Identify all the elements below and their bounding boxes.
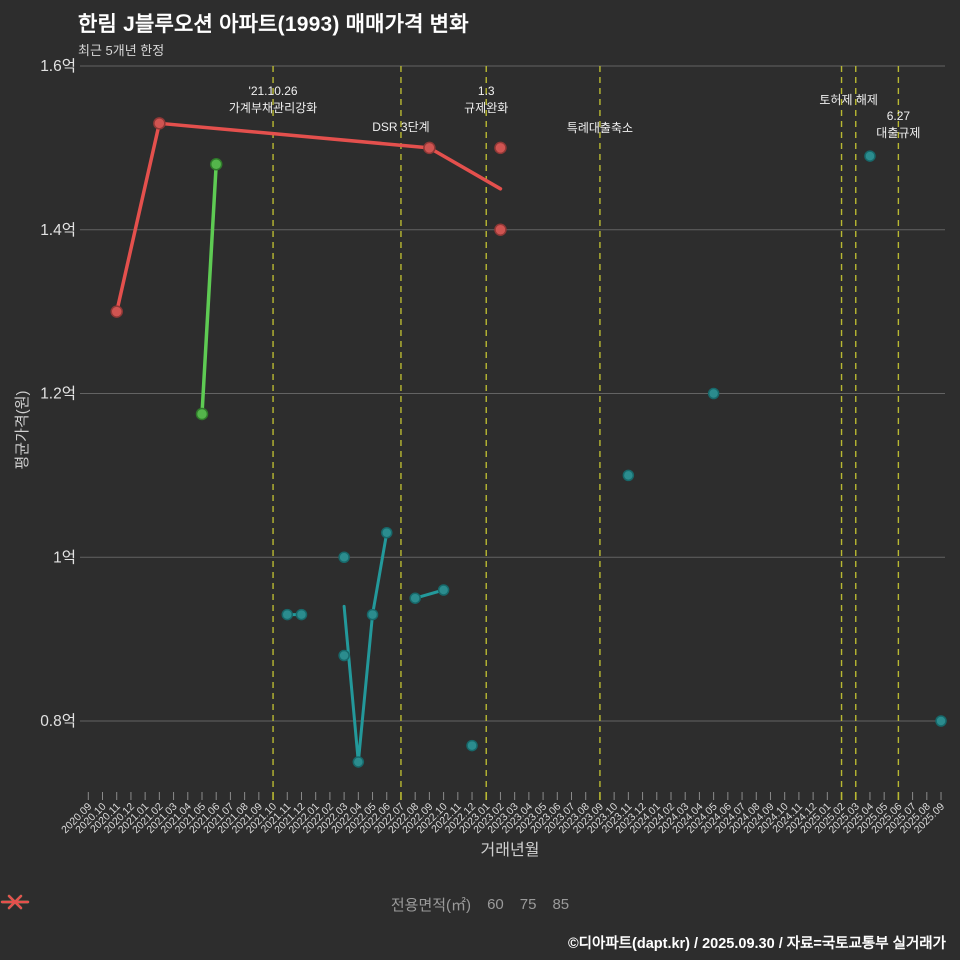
legend-entry-label: 75 xyxy=(519,896,537,913)
y-tick-label: 0.8억 xyxy=(40,712,76,730)
legend-entry-60: 60 xyxy=(0,894,504,913)
source-credit: ©디아파트(dapt.kr) / 2025.09.30 / 자료=국토교통부 실… xyxy=(567,936,946,952)
data-point-85 xyxy=(494,223,507,236)
data-point-60 xyxy=(409,592,421,604)
data-point-60 xyxy=(381,526,393,539)
event-annotation: DSR 3단계 xyxy=(372,120,429,134)
data-point-60 xyxy=(466,739,478,752)
data-point-60 xyxy=(366,608,379,621)
data-point-60 xyxy=(622,469,635,482)
legend-entry-85: 85 xyxy=(0,894,570,913)
legend-title: 전용면적(㎡) xyxy=(390,897,472,914)
legend: 전용면적(㎡) 60 75 85 xyxy=(0,894,960,915)
legend-entry-label: 60 xyxy=(487,896,504,913)
data-point-60 xyxy=(338,649,350,662)
event-annotation: 토허제 해제 xyxy=(819,93,878,107)
series-line-85 xyxy=(114,121,503,314)
page-title: 한림 J블루오션 아파트(1993) 매매가격 변화 xyxy=(78,13,469,36)
data-point-60 xyxy=(864,150,876,162)
y-tick-label: 1.2억 xyxy=(40,385,76,403)
series-line-75 xyxy=(200,162,218,416)
data-point-75 xyxy=(209,158,223,171)
legend-marker-stroke xyxy=(7,894,23,910)
data-point-85 xyxy=(423,141,436,155)
event-annotation: '21.10.26 xyxy=(249,84,298,98)
y-axis-title: 평균가격(원) xyxy=(14,390,31,470)
legend-entry-label: 85 xyxy=(552,896,570,913)
event-annotation: 가계부채관리강화 xyxy=(229,101,317,115)
data-point-60 xyxy=(707,387,720,400)
page-subtitle: 최근 5개년 한정 xyxy=(78,43,165,58)
y-tick-label: 1.4억 xyxy=(40,221,76,239)
event-annotation: 대출규제 xyxy=(876,126,920,140)
data-point-85 xyxy=(494,141,507,155)
data-point-60 xyxy=(281,608,294,621)
series-line-60 xyxy=(342,531,389,764)
data-point-60 xyxy=(437,584,450,596)
legend-entries: 60 75 85 xyxy=(0,894,570,913)
data-point-60 xyxy=(295,608,308,621)
event-annotation: 특례대출축소 xyxy=(567,121,633,135)
y-tick-label: 1억 xyxy=(53,548,76,566)
data-point-75 xyxy=(195,407,209,421)
data-point-60 xyxy=(352,756,365,768)
data-point-60 xyxy=(935,715,947,727)
data-point-85 xyxy=(153,117,166,130)
event-annotation: 규제완화 xyxy=(464,101,508,115)
y-tick-label: 1.6억 xyxy=(40,57,76,75)
event-annotation: 6.27 xyxy=(887,109,911,123)
legend-marker-icon xyxy=(0,894,30,910)
legend-entry-75: 75 xyxy=(0,894,537,913)
event-annotation: 1.3 xyxy=(478,84,495,98)
data-point-60 xyxy=(338,551,350,563)
x-axis-title: 거래년월 xyxy=(480,842,540,859)
data-point-85 xyxy=(110,305,123,318)
